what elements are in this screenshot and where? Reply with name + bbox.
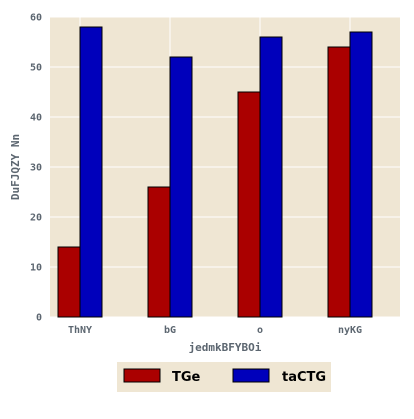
legend-label-tactg: taCTG bbox=[282, 370, 326, 385]
y-tick-label: 40 bbox=[30, 113, 42, 124]
legend-swatch-tge bbox=[123, 368, 161, 383]
x-tick-label: bG bbox=[164, 325, 176, 336]
x-tick-label: nyKG bbox=[338, 325, 362, 336]
legend-swatch-tactg bbox=[232, 368, 270, 383]
bars bbox=[57, 26, 373, 318]
bar-taCTG-o bbox=[259, 36, 283, 318]
y-tick-label: 10 bbox=[30, 263, 42, 274]
y-tick-label: 0 bbox=[36, 313, 42, 324]
x-tick-label: o bbox=[257, 325, 263, 336]
bar-taCTG-ThNY bbox=[79, 26, 103, 318]
bar-TGe-o bbox=[237, 91, 261, 318]
y-tick-label: 50 bbox=[30, 63, 42, 74]
y-tick-label: 30 bbox=[30, 163, 42, 174]
bar-TGe-bG bbox=[147, 186, 171, 318]
bar-TGe-ThNY bbox=[57, 246, 81, 318]
x-tick-labels: ThNY bG o nyKG bbox=[68, 325, 362, 336]
legend: TGe taCTG bbox=[117, 362, 331, 392]
bar-TGe-nyKG bbox=[327, 46, 351, 318]
legend-label-tge: TGe bbox=[172, 370, 201, 385]
bar-taCTG-bG bbox=[169, 56, 193, 318]
y-tick-label: 20 bbox=[30, 213, 42, 224]
y-axis-label: DuFJQZY Nn bbox=[9, 134, 22, 200]
y-tick-labels: 0 10 20 30 40 50 60 bbox=[30, 13, 42, 324]
x-tick-label: ThNY bbox=[68, 325, 92, 336]
y-tick-label: 60 bbox=[30, 13, 42, 24]
bar-taCTG-nyKG bbox=[349, 31, 373, 318]
x-axis-label: jedmkBFYBOi bbox=[189, 341, 262, 354]
